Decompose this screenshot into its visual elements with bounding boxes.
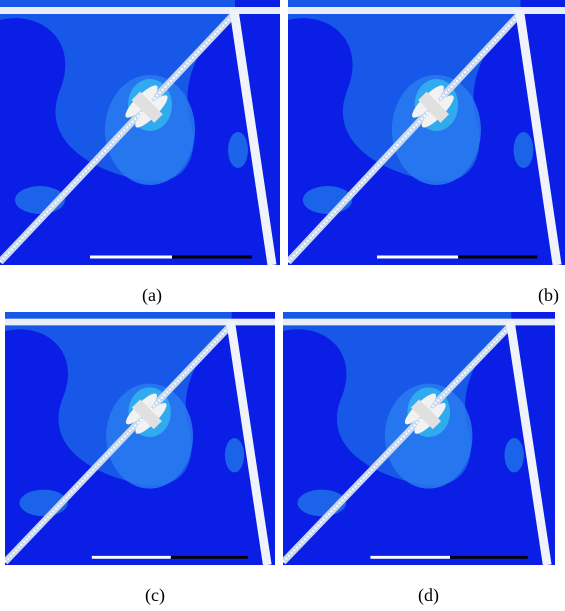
- caption: (a): [142, 285, 162, 306]
- panel-d: [283, 312, 555, 565]
- caption: (b): [538, 285, 559, 306]
- panel-a: [0, 0, 280, 265]
- caption: (c): [145, 585, 165, 606]
- figure: (a) (b) (c) (d): [0, 0, 565, 611]
- panel-b: [288, 0, 565, 265]
- caption: (d): [418, 585, 439, 606]
- panel-c: [5, 312, 275, 565]
